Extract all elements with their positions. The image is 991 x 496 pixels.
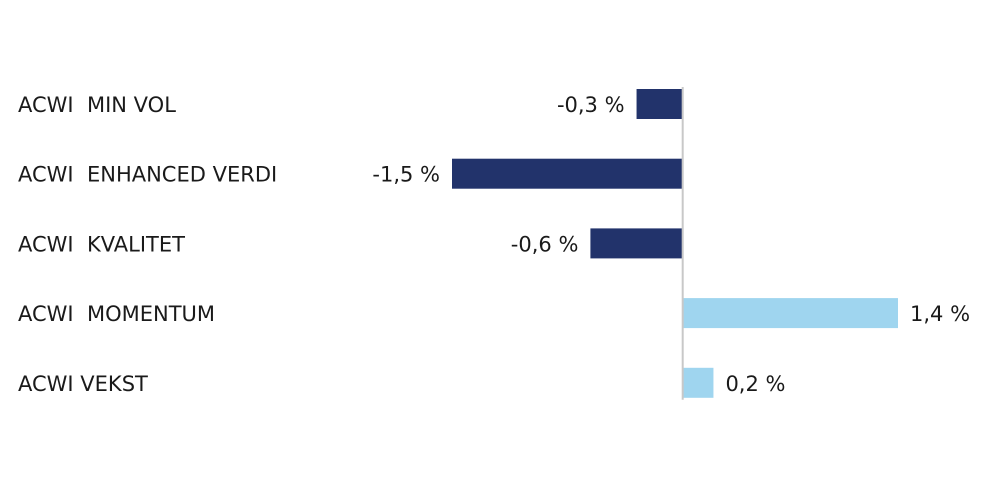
category-label: ACWI ENHANCED VERDI xyxy=(18,163,277,187)
value-label: 1,4 % xyxy=(910,302,970,326)
category-label: ACWI MOMENTUM xyxy=(18,302,215,326)
bar xyxy=(682,298,898,329)
value-label: -0,3 % xyxy=(557,93,625,117)
bar xyxy=(682,367,714,398)
category-label: ACWI KVALITET xyxy=(18,232,185,256)
bar xyxy=(590,228,683,259)
category-label: ACWI MIN VOL xyxy=(18,93,176,117)
bar xyxy=(452,158,683,189)
category-label: ACWI VEKST xyxy=(18,372,148,396)
bar xyxy=(636,89,683,119)
value-label: -1,5 % xyxy=(372,163,440,187)
value-label: -0,6 % xyxy=(511,232,579,256)
value-label: 0,2 % xyxy=(725,372,785,396)
